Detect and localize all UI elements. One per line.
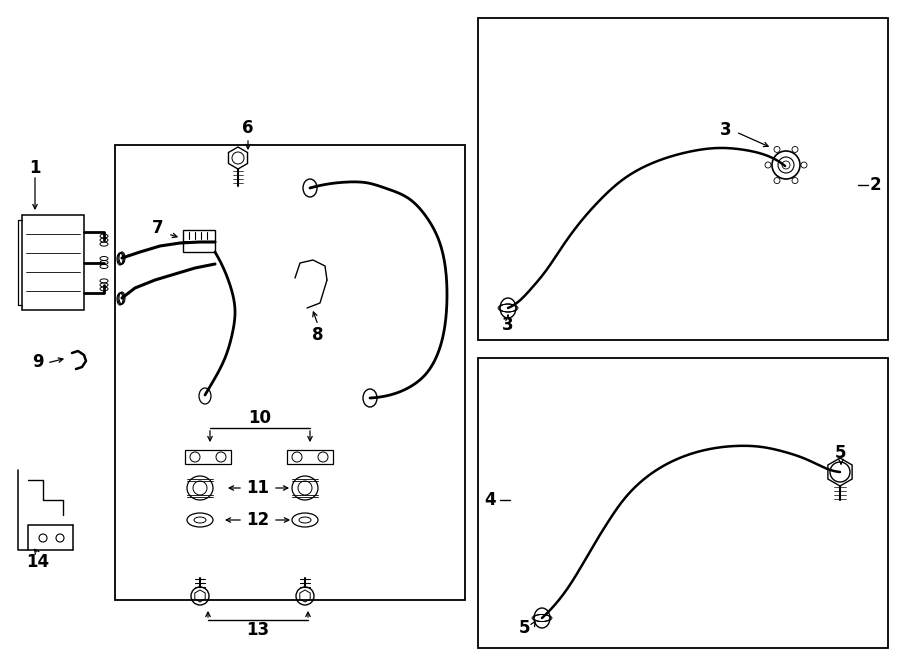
- Bar: [287, 450, 333, 464]
- Text: 3: 3: [720, 121, 732, 139]
- Text: 7: 7: [152, 219, 164, 237]
- Text: 2: 2: [869, 176, 881, 194]
- Text: 12: 12: [247, 511, 270, 529]
- Bar: [478, 18, 888, 340]
- Text: 4: 4: [484, 491, 496, 509]
- Text: 14: 14: [26, 553, 50, 571]
- Text: 5: 5: [835, 444, 847, 462]
- Text: 10: 10: [248, 409, 272, 427]
- Text: 9: 9: [32, 353, 44, 371]
- Text: 3: 3: [502, 316, 514, 334]
- Text: 1: 1: [29, 159, 40, 177]
- Bar: [22, 215, 84, 310]
- Text: 6: 6: [242, 119, 254, 137]
- Bar: [185, 450, 231, 464]
- Bar: [183, 230, 215, 252]
- Text: 11: 11: [247, 479, 269, 497]
- Text: 8: 8: [312, 326, 324, 344]
- Bar: [115, 145, 465, 600]
- Text: 13: 13: [247, 621, 270, 639]
- Bar: [478, 358, 888, 648]
- Text: 5: 5: [519, 619, 531, 637]
